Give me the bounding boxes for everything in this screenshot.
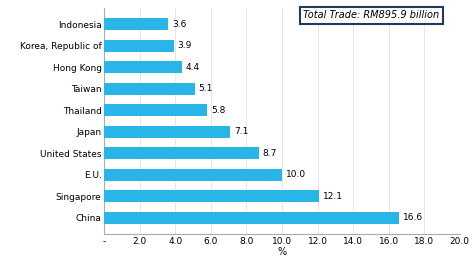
- Bar: [104, 190, 319, 202]
- Text: 12.1: 12.1: [323, 192, 343, 201]
- Text: 16.6: 16.6: [403, 213, 423, 222]
- Bar: [104, 104, 207, 116]
- Text: 5.1: 5.1: [199, 84, 213, 93]
- Text: 7.1: 7.1: [234, 127, 248, 136]
- Text: 3.9: 3.9: [177, 41, 191, 50]
- Text: 5.8: 5.8: [211, 106, 225, 115]
- Bar: [104, 126, 230, 138]
- Bar: [104, 212, 399, 224]
- Bar: [104, 18, 168, 30]
- Bar: [104, 169, 282, 181]
- Text: 3.6: 3.6: [172, 20, 186, 29]
- Bar: [104, 40, 173, 52]
- Bar: [104, 147, 259, 159]
- Text: Total Trade: RM895.9 billion: Total Trade: RM895.9 billion: [303, 10, 439, 20]
- Bar: [104, 61, 182, 73]
- X-axis label: %: %: [277, 247, 287, 257]
- Text: 4.4: 4.4: [186, 63, 200, 72]
- Text: 10.0: 10.0: [285, 170, 306, 179]
- Text: 8.7: 8.7: [263, 149, 277, 158]
- Bar: [104, 83, 195, 95]
